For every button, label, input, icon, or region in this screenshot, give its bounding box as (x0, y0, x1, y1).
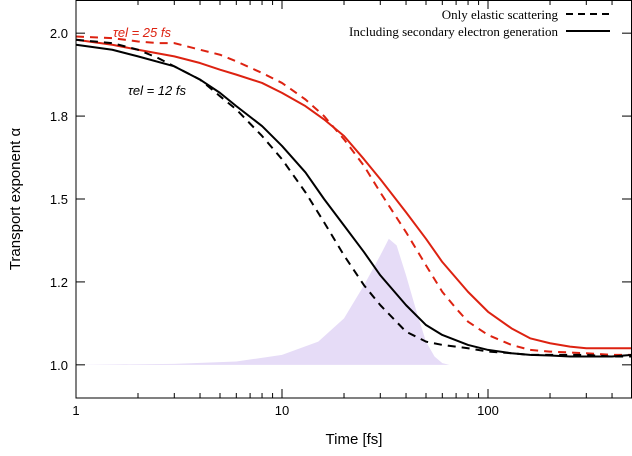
x-tick-label: 1 (72, 403, 79, 418)
y-axis-label: Transport exponent α (7, 127, 24, 270)
series-line-0 (75, 38, 632, 350)
series-layer (75, 35, 632, 358)
x-axis-label: Time [fs] (326, 431, 383, 448)
x-tick-label: 10 (275, 403, 289, 418)
y-tick-label: 1.0 (50, 358, 68, 373)
shaded-distribution-area (76, 238, 450, 365)
legend-label-elastic: Only elastic scattering (442, 7, 559, 22)
y-tick-label: 1.5 (50, 192, 68, 207)
series-line-3 (75, 38, 632, 358)
x-tick-label: 100 (477, 403, 499, 418)
series-line-1 (75, 35, 632, 356)
y-tick-label: 1.2 (50, 275, 68, 290)
annotation-tau-25: τel = 25 fs (113, 25, 171, 40)
ticks-layer: 1 10 100 1.0 1.2 1.5 1.8 2.0 (50, 0, 632, 418)
annotation-tau-12: τel = 12 fs (128, 83, 186, 98)
legend-label-secondary: Including secondary electron generation (349, 24, 558, 39)
y-tick-label: 2.0 (50, 26, 68, 41)
shaded-area-layer (76, 238, 450, 365)
y-tick-label: 1.8 (50, 109, 68, 124)
legend: Only elastic scattering Including second… (349, 7, 610, 39)
